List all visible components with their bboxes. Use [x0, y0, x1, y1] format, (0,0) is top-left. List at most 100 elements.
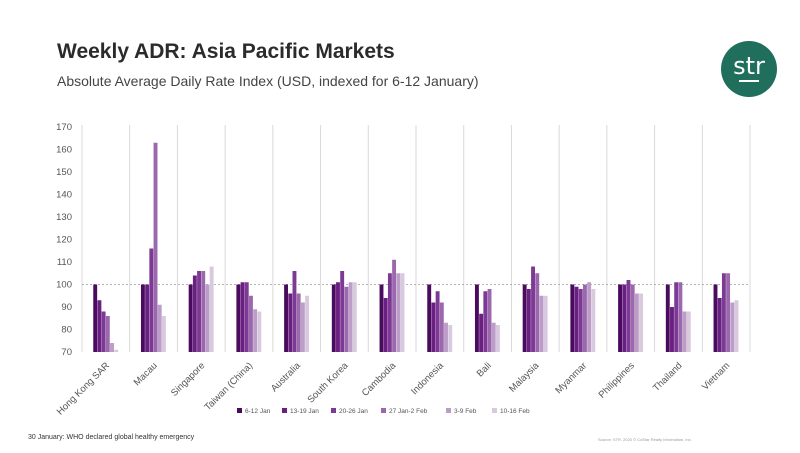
y-tick-label: 140	[56, 190, 72, 201]
legend-label: 6-12 Jan	[245, 408, 271, 415]
bar	[491, 322, 496, 352]
bar	[101, 311, 106, 352]
bar	[678, 282, 683, 352]
bar	[149, 248, 154, 352]
legend-swatch	[446, 408, 451, 413]
bar	[630, 284, 635, 352]
bar	[531, 266, 535, 352]
bar	[157, 304, 162, 352]
chart-title: Weekly ADR: Asia Pacific Markets	[57, 40, 395, 63]
bar	[439, 302, 444, 352]
bar	[713, 284, 718, 352]
y-tick-label: 110	[57, 257, 72, 268]
bar	[670, 307, 674, 352]
bar	[400, 273, 405, 352]
bar	[300, 302, 305, 352]
bar	[448, 325, 453, 352]
bar	[587, 282, 592, 352]
x-tick-label: Singapore	[169, 360, 207, 398]
bar	[487, 289, 492, 352]
chart-subtitle: Absolute Average Daily Rate Index (USD, …	[57, 73, 479, 89]
bar	[686, 311, 691, 352]
y-tick-label: 90	[61, 302, 72, 313]
bar	[721, 273, 726, 352]
bar	[474, 284, 479, 352]
x-tick-label: Cambodia	[360, 360, 399, 399]
bar	[634, 293, 639, 352]
x-tick-label: Taiwan (China)	[203, 360, 256, 413]
legend-swatch	[331, 408, 336, 413]
x-tick-label: Malaysia	[507, 360, 542, 395]
x-tick-label: Macau	[132, 360, 160, 388]
bar	[97, 300, 102, 352]
bar	[244, 282, 249, 352]
bar	[396, 273, 401, 352]
legend-layer: 6-12 Jan 13-19 Jan 20-26 Jan 27 Jan-2 Feb 3-…	[237, 408, 530, 415]
y-tick-label: 80	[61, 325, 72, 336]
legend-label: 20-26 Jan	[339, 408, 368, 415]
y-tick-label: 120	[56, 235, 72, 246]
bar	[140, 284, 145, 352]
bar	[209, 266, 214, 352]
bar	[379, 284, 384, 352]
bar	[253, 309, 258, 352]
source-note: Source: STR. 2020 © CoStar Realty Inform…	[598, 437, 692, 442]
bar	[336, 282, 340, 352]
x-tick-label: Philippines	[597, 360, 637, 400]
bar	[539, 295, 544, 352]
grid-layer	[81, 125, 751, 352]
bar	[197, 271, 201, 352]
footnote: 30 January: WHO declared global healthy …	[28, 434, 195, 441]
bar	[574, 286, 579, 352]
bar	[392, 259, 397, 352]
bar	[145, 284, 150, 352]
bar	[479, 313, 484, 352]
bar	[682, 311, 687, 352]
bar	[292, 271, 297, 352]
bar	[201, 271, 206, 352]
bar	[114, 349, 119, 352]
bar	[726, 273, 731, 352]
bar	[526, 289, 531, 352]
bar	[639, 293, 644, 352]
legend-swatch	[492, 408, 497, 413]
bar	[570, 284, 575, 352]
x-tick-label: Australia	[269, 360, 303, 394]
bar	[435, 291, 440, 352]
bar	[717, 298, 722, 352]
bar	[93, 284, 98, 352]
y-tick-label: 170	[56, 122, 72, 133]
bar	[483, 291, 488, 352]
str-logo: str	[721, 41, 777, 97]
bar	[578, 289, 583, 352]
y-tick-label: 160	[56, 145, 72, 156]
bar	[257, 311, 262, 352]
legend-swatch	[237, 408, 242, 413]
x-tick-label: Myanmar	[553, 360, 589, 396]
bar	[674, 282, 679, 352]
bar	[583, 284, 587, 352]
bar	[427, 284, 432, 352]
bar	[618, 284, 623, 352]
bar	[543, 295, 548, 352]
x-tick-label: Vietnam	[700, 360, 732, 392]
legend-label: 3-9 Feb	[454, 408, 477, 415]
bar	[284, 284, 289, 352]
bar	[188, 284, 193, 352]
legend-label: 10-16 Feb	[500, 408, 530, 415]
bar	[431, 302, 436, 352]
bar	[161, 316, 166, 352]
y-tick-label: 100	[56, 280, 72, 291]
bar	[665, 284, 670, 352]
logo-underline	[739, 80, 759, 82]
bar	[626, 280, 631, 352]
bar	[387, 273, 392, 352]
bar	[591, 289, 596, 352]
bars-layer	[93, 142, 739, 352]
bar	[352, 282, 357, 352]
bar	[249, 295, 253, 352]
bar	[240, 282, 245, 352]
bar	[444, 322, 448, 352]
bar	[348, 282, 353, 352]
bar	[153, 142, 158, 352]
